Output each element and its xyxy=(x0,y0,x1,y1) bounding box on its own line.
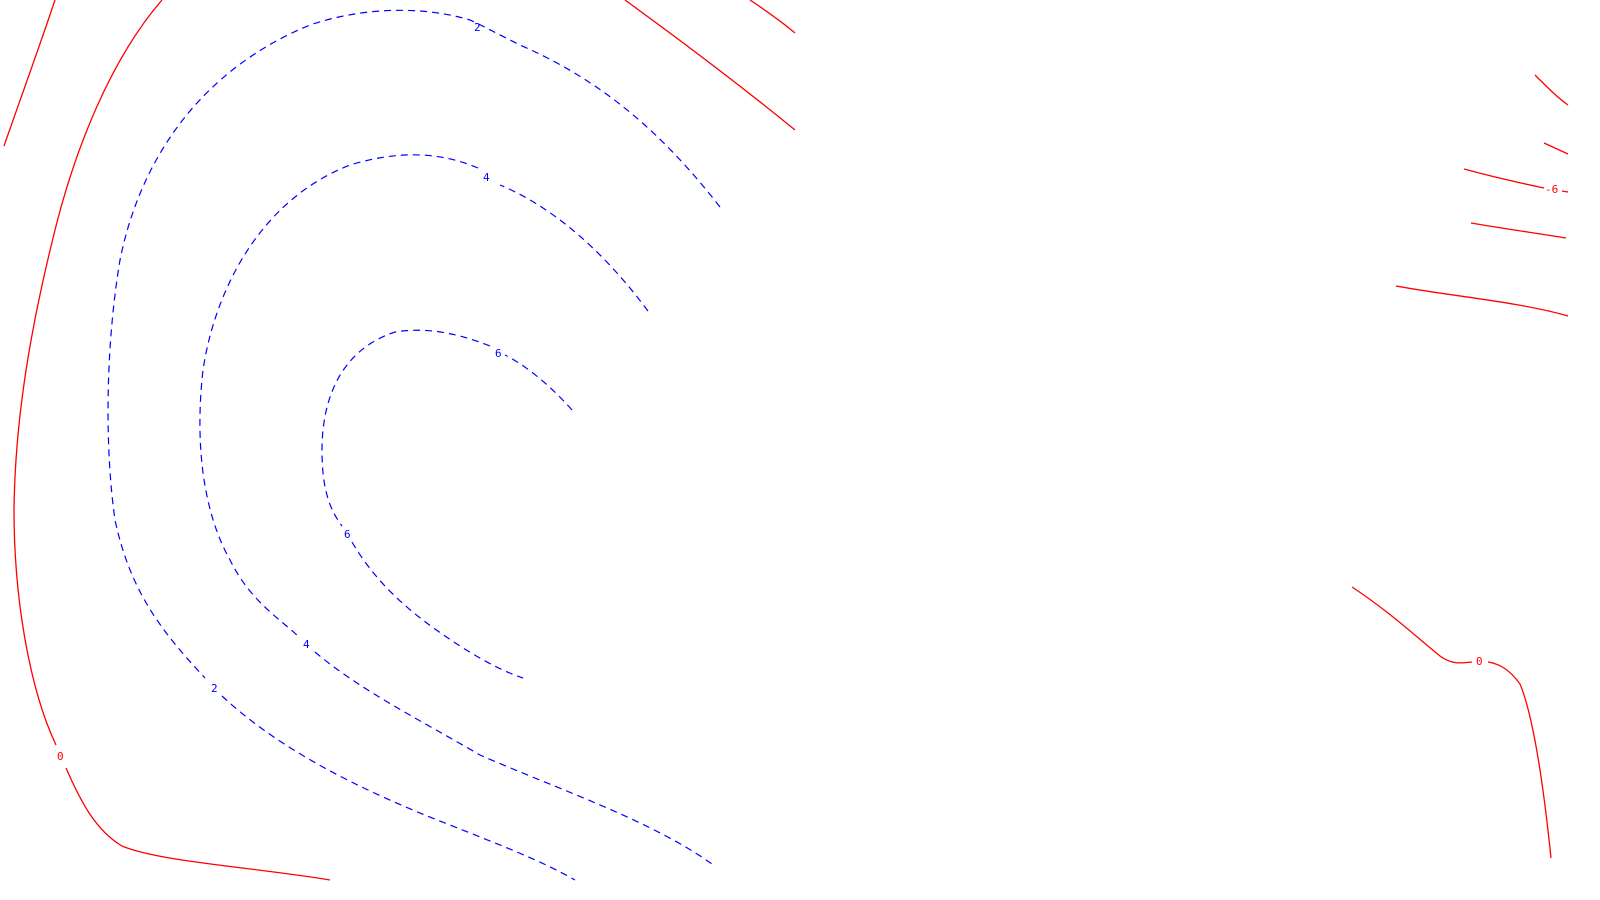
contour-label-pos-two-top: 2 xyxy=(474,21,481,34)
red-contour-group xyxy=(3,0,1569,881)
contour-line-zero-left xyxy=(13,0,331,881)
contour-line-top-middle-b xyxy=(749,0,796,34)
contour-line-pos-two xyxy=(107,9,721,881)
contour-label-pos-four-top: 4 xyxy=(483,171,490,184)
contour-label-neg-six-right: -6 xyxy=(1545,183,1558,196)
contour-label-pos-four-bottom: 4 xyxy=(303,638,310,651)
contour-labels: 0 0 -6 2 2 4 4 6 6 xyxy=(57,21,1558,763)
contour-label-pos-six-bottom: 6 xyxy=(344,528,351,541)
contour-line-zero-right xyxy=(1351,586,1552,859)
contour-line-right-3 xyxy=(1470,222,1567,239)
contour-line-top-middle-a xyxy=(624,0,796,131)
contour-label-pos-two-bottom: 2 xyxy=(211,682,218,695)
contour-line-right-4 xyxy=(1395,285,1569,317)
contour-line-neg6-right xyxy=(1463,168,1569,193)
contour-label-zero-left: 0 xyxy=(57,750,64,763)
contour-label-pos-six-top: 6 xyxy=(495,347,502,360)
contour-line-right-1 xyxy=(1534,74,1569,106)
blue-contour-group xyxy=(107,9,721,881)
contour-label-zero-right: 0 xyxy=(1476,655,1483,668)
contour-line-pos-four xyxy=(199,154,713,865)
contour-line-right-2 xyxy=(1543,142,1569,155)
contour-line-outer-left xyxy=(3,0,56,147)
contour-line-pos-six xyxy=(321,329,573,679)
